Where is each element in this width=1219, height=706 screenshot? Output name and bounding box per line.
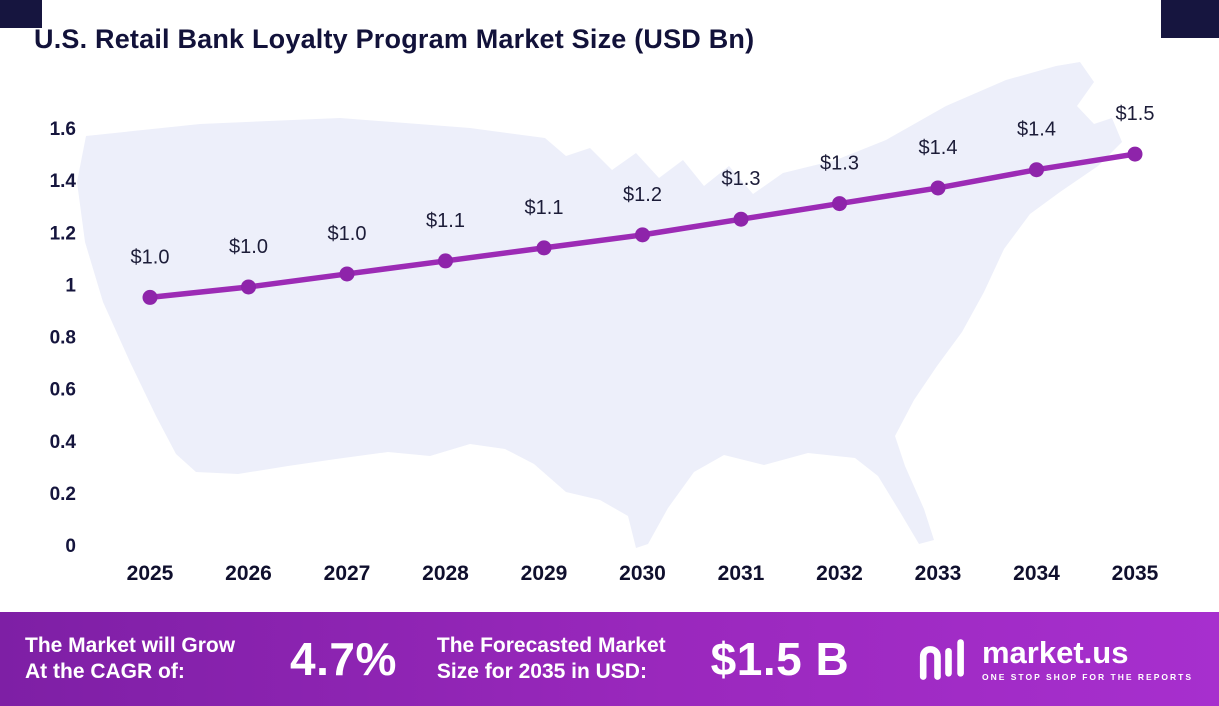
us-map-silhouette <box>77 62 1122 548</box>
page-title: U.S. Retail Bank Loyalty Program Market … <box>34 24 755 54</box>
data-point <box>635 227 650 243</box>
data-point <box>438 253 453 269</box>
brand-logo: market.us ONE STOP SHOP FOR THE REPORTS <box>916 637 1193 682</box>
y-tick-label: 0.4 <box>50 432 77 453</box>
y-tick-label: 1 <box>65 275 76 296</box>
market-us-logo-icon <box>919 639 964 680</box>
forecast-label-line2: Size for 2035 in USD: <box>436 660 647 683</box>
forecast-label: The Forecasted Market Size for 2035 in U… <box>437 633 666 686</box>
brand-name: market.us <box>981 634 1129 670</box>
x-tick-label: 2033 <box>915 562 962 585</box>
point-label: $1.4 <box>1017 119 1056 141</box>
cagr-value: 4.7% <box>290 633 397 685</box>
x-tick-label: 2030 <box>619 562 666 585</box>
data-point <box>1029 162 1044 178</box>
point-label: $1.1 <box>525 197 564 219</box>
y-tick-label: 0.6 <box>50 380 76 401</box>
data-point <box>339 266 355 282</box>
y-tick-label: 0.2 <box>50 484 76 505</box>
corner-accent-top-left <box>0 0 42 28</box>
point-label: $1.2 <box>623 184 662 206</box>
x-tick-label: 2027 <box>324 562 371 585</box>
x-tick-label: 2031 <box>718 562 765 585</box>
y-tick-label: 0.8 <box>50 328 76 349</box>
data-point <box>733 211 749 227</box>
point-label: $1.3 <box>722 168 761 190</box>
data-point <box>832 196 847 212</box>
footer-banner: The Market will Grow At the CAGR of: 4.7… <box>0 612 1219 706</box>
x-tick-label: 2032 <box>816 562 863 585</box>
point-label: $1.0 <box>131 246 170 268</box>
point-label: $1.0 <box>328 223 367 245</box>
forecast-label-line1: The Forecasted Market <box>436 633 666 657</box>
line-chart: 0 0.2 0.4 0.6 0.8 1 1.2 1.4 1.6 2025 2026 2027 2028 2… <box>0 58 1219 614</box>
data-point <box>241 279 256 295</box>
point-label: $1.4 <box>919 137 958 159</box>
data-point <box>930 180 946 196</box>
cagr-label-line1: The Market will Grow <box>25 633 236 657</box>
data-point <box>1127 146 1143 162</box>
brand-text: market.us ONE STOP SHOP FOR THE REPORTS <box>982 637 1193 682</box>
point-label: $1.0 <box>229 236 268 258</box>
data-point <box>142 289 158 305</box>
x-tick-label: 2025 <box>127 562 174 585</box>
x-tick-label: 2034 <box>1013 562 1060 585</box>
cagr-label-line2: At the CAGR of: <box>25 660 185 683</box>
x-tick-label: 2028 <box>422 562 469 585</box>
y-tick-label: 1.2 <box>50 223 76 244</box>
y-tick-label: 1.6 <box>50 119 76 140</box>
point-label: $1.5 <box>1116 103 1155 125</box>
point-label: $1.3 <box>820 153 859 175</box>
brand-tagline: ONE STOP SHOP FOR THE REPORTS <box>981 671 1193 682</box>
x-tick-label: 2035 <box>1112 562 1159 585</box>
y-tick-label: 0 <box>65 536 76 557</box>
x-tick-label: 2029 <box>521 562 568 585</box>
data-point <box>536 240 552 256</box>
line-chart-canvas: 0 0.2 0.4 0.6 0.8 1 1.2 1.4 1.6 2025 2026 2027 2028 2… <box>50 62 1159 585</box>
corner-accent-top-right <box>1161 0 1219 38</box>
forecast-value: $1.5 B <box>710 633 850 685</box>
cagr-label: The Market will Grow At the CAGR of: <box>25 633 235 686</box>
y-tick-label: 1.4 <box>50 171 77 192</box>
point-label: $1.1 <box>426 210 465 232</box>
x-tick-label: 2026 <box>225 562 272 585</box>
